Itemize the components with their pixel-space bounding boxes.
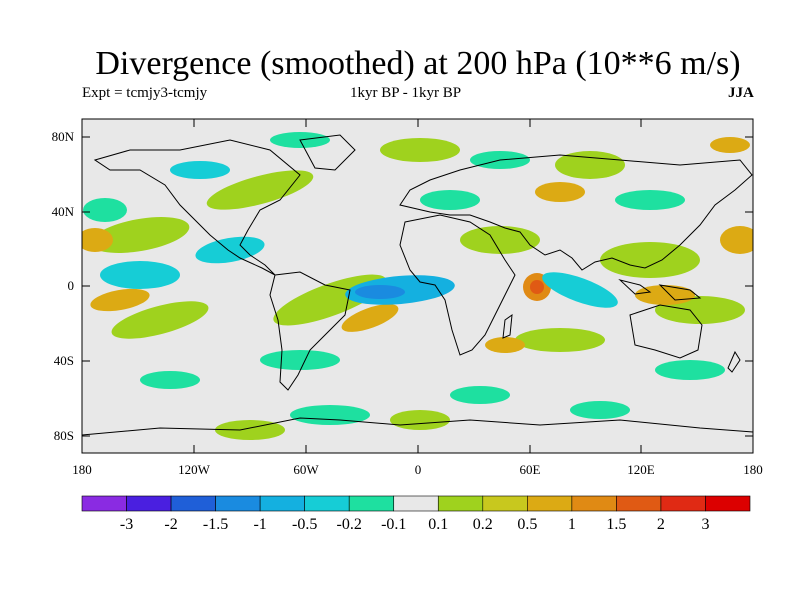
lon-tick-label: 180 <box>72 462 92 477</box>
colorbar-label: 1.5 <box>606 516 626 533</box>
colorbar-swatch <box>660 495 706 512</box>
colorbar-swatch <box>126 495 172 512</box>
colorbar-label: -0.5 <box>292 516 317 533</box>
colorbar-swatch <box>616 495 662 512</box>
lon-tick-label: 120E <box>627 462 655 477</box>
colorbar-label: 3 <box>701 516 709 533</box>
colorbar-swatch <box>170 495 216 512</box>
colorbar-label: -0.1 <box>381 516 406 533</box>
coastlines <box>82 134 753 436</box>
lon-tick-label: 0 <box>415 462 422 477</box>
colorbar-label: 0.5 <box>517 516 537 533</box>
lon-tick-label: 180 <box>743 462 763 477</box>
colorbar-swatch <box>705 495 751 512</box>
colorbar-label: -3 <box>120 516 133 533</box>
colorbar-label: -1 <box>253 516 266 533</box>
colorbar-swatch <box>304 495 350 512</box>
colorbar-swatch <box>482 495 528 512</box>
lat-tick-label: 40N <box>52 204 75 219</box>
period-label: 1kyr BP - 1kyr BP <box>350 85 462 101</box>
divergence-field <box>82 132 753 440</box>
colorbar-label: -2 <box>164 516 177 533</box>
lat-tick-label: 0 <box>68 278 75 293</box>
lat-tick-label: 80N <box>52 129 75 144</box>
colorbar-swatch <box>259 495 305 512</box>
colorbar: -3 -2 -1.5 -1 -0.5 -0.2 -0.1 0.1 0.2 0.5 1 1.5 2 3 <box>81 495 751 533</box>
colorbar-swatch <box>437 495 484 512</box>
colorbar-label: -0.2 <box>337 516 362 533</box>
colorbar-swatch <box>348 495 395 512</box>
lon-tick-label: 60E <box>520 462 541 477</box>
colorbar-label: -1.5 <box>203 516 228 533</box>
colorbar-label: 2 <box>657 516 665 533</box>
colorbar-label: 1 <box>568 516 576 533</box>
colorbar-swatch <box>393 495 439 512</box>
colorbar-swatch <box>81 495 127 512</box>
colorbar-swatch <box>527 495 573 512</box>
season-label: JJA <box>728 85 754 101</box>
colorbar-swatch <box>571 495 617 512</box>
colorbar-swatch <box>215 495 261 512</box>
lon-tick-label: 60W <box>293 462 319 477</box>
lon-axis: 180 120W 60W 0 60E 120E 180 <box>72 119 763 477</box>
map-title: Divergence (smoothed) at 200 hPa (10**6 … <box>95 45 741 82</box>
lon-tick-label: 120W <box>178 462 211 477</box>
lat-axis: 80N 40N 0 40S 80S <box>52 129 753 443</box>
colorbar-label: 0.2 <box>473 516 493 533</box>
experiment-label: Expt = tcmjy3-tcmjy <box>82 85 208 101</box>
lat-tick-label: 40S <box>54 353 74 368</box>
colorbar-label: 0.1 <box>428 516 448 533</box>
lat-tick-label: 80S <box>54 428 74 443</box>
